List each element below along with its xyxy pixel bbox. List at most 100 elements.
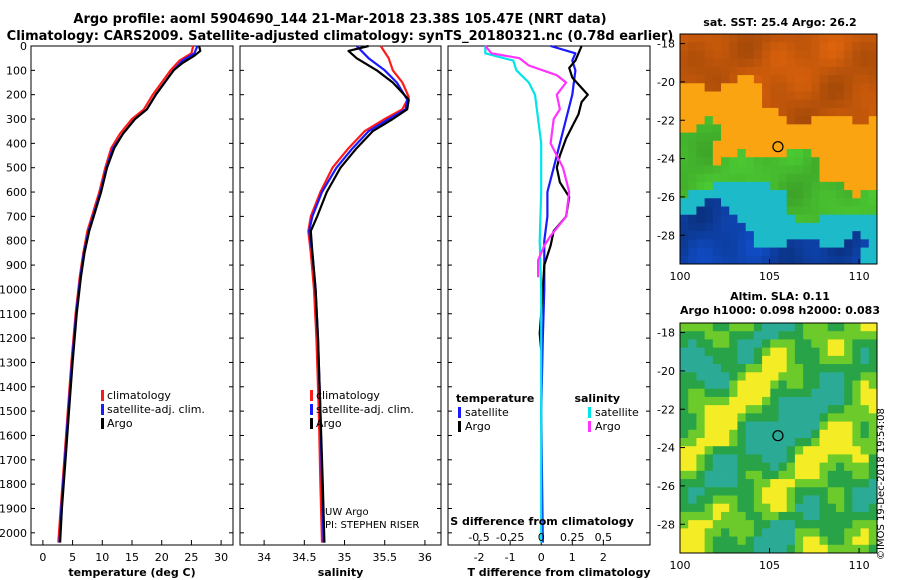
map-cell — [712, 66, 722, 76]
x-tick-label-34.5: 34.5 — [292, 551, 317, 564]
map-cell — [737, 438, 747, 447]
map-cell — [680, 388, 689, 398]
map-cell — [712, 198, 722, 207]
map-cell — [803, 528, 812, 537]
map-cell — [852, 247, 861, 257]
map-cell — [803, 503, 812, 513]
map-cell — [794, 66, 804, 76]
map-cell — [786, 511, 796, 521]
x-tick-label-25: 25 — [184, 551, 198, 564]
map-cell — [835, 536, 845, 546]
x-tick-label-30: 30 — [214, 551, 228, 564]
map-cell — [803, 116, 812, 125]
map-cell — [827, 487, 837, 496]
map-cell — [680, 413, 689, 422]
map-cell — [753, 388, 763, 398]
map-cell — [844, 58, 853, 68]
map-cell — [762, 222, 771, 232]
map-cell — [868, 66, 878, 76]
map-cell — [819, 446, 829, 455]
map-cell — [827, 544, 837, 554]
map-cell — [852, 364, 861, 373]
map-cell — [778, 470, 788, 480]
map-cell — [770, 157, 779, 166]
map-cell — [704, 231, 714, 240]
map-cell — [745, 413, 755, 422]
map-cell — [778, 66, 788, 76]
map-cell — [786, 396, 796, 406]
map-cell — [803, 239, 812, 248]
map-cell — [704, 124, 714, 133]
map-cell — [835, 323, 845, 332]
map-cell — [704, 446, 714, 455]
map-cell — [778, 536, 788, 546]
depth-tick-label-600: 600 — [6, 186, 27, 199]
map-cell — [827, 173, 837, 183]
map-cell — [680, 339, 689, 349]
map-cell — [835, 364, 845, 373]
map-cell — [852, 198, 861, 207]
map-cell — [860, 495, 870, 505]
map-cell — [721, 429, 730, 439]
map-cell — [745, 331, 755, 340]
map-cell — [835, 107, 845, 117]
map-cell — [844, 124, 853, 133]
map-cell — [696, 323, 706, 332]
map-cell — [852, 42, 861, 51]
map-cell — [712, 124, 722, 133]
map-cell — [762, 190, 771, 199]
map-y-tick-label--26: -26 — [657, 191, 675, 204]
map-cell — [696, 255, 706, 265]
map-cell — [721, 487, 730, 496]
map-cell — [827, 511, 837, 521]
map-cell — [680, 331, 689, 340]
map-cell — [835, 347, 845, 357]
map-cell — [860, 429, 870, 439]
map-cell — [803, 132, 812, 142]
map-cell — [745, 190, 755, 199]
map-cell — [794, 421, 804, 431]
map-cell — [786, 165, 796, 175]
map-cell — [827, 124, 837, 133]
map-cell — [811, 470, 820, 480]
map-cell — [762, 34, 771, 43]
map-cell — [729, 479, 738, 488]
map-cell — [704, 50, 714, 60]
map-cell — [811, 503, 820, 513]
x2-tick-label-0: 0 — [538, 531, 545, 544]
map-cell — [827, 83, 837, 92]
map-cell — [803, 42, 812, 51]
map-cell — [852, 91, 861, 101]
map-cell — [811, 247, 820, 257]
map-cell — [688, 388, 697, 398]
map-cell — [803, 206, 812, 216]
map-cell — [762, 165, 771, 175]
map-cell — [745, 355, 755, 365]
map-cell — [680, 75, 689, 84]
map-cell — [753, 380, 763, 390]
map-cell — [721, 206, 730, 216]
map-cell — [704, 355, 714, 365]
map-cell — [745, 544, 755, 554]
map-cell — [844, 132, 853, 142]
map-cell — [803, 355, 812, 365]
map-cell — [688, 165, 697, 175]
legend-swatch — [310, 390, 313, 401]
map-cell — [770, 487, 779, 496]
map-cell — [704, 83, 714, 92]
map-cell — [688, 438, 697, 447]
map-cell — [729, 206, 738, 216]
map-cell — [844, 536, 853, 546]
map-cell — [753, 331, 763, 340]
map-cell — [696, 75, 706, 84]
map-cell — [803, 34, 812, 43]
map-cell — [860, 66, 870, 76]
map-cell — [811, 380, 820, 390]
map-cell — [803, 372, 812, 381]
map-cell — [778, 462, 788, 472]
map-cell — [819, 99, 829, 109]
map-y-tick-label--18: -18 — [657, 327, 675, 340]
x-tick-label-15: 15 — [125, 551, 139, 564]
map-cell — [835, 470, 845, 480]
map-cell — [803, 388, 812, 398]
